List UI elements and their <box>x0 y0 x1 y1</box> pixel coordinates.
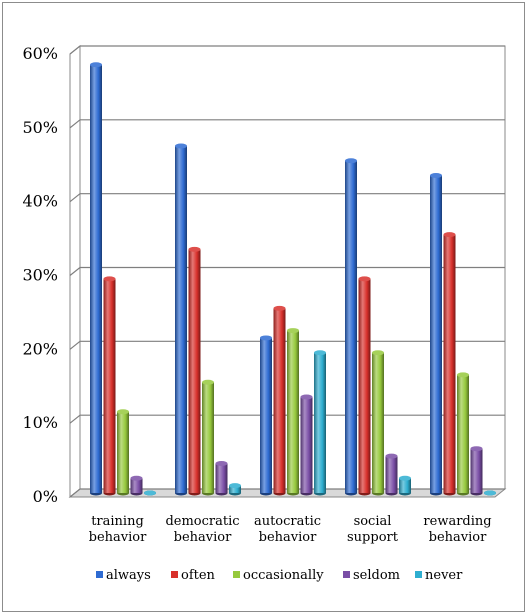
y-tick-label: 50% <box>22 118 58 137</box>
bar-always <box>175 143 187 496</box>
legend-swatch <box>415 571 422 578</box>
x-tick-label: social support <box>347 514 399 545</box>
bars <box>90 62 496 496</box>
bar-seldom <box>385 453 398 496</box>
bar-never <box>144 490 156 496</box>
bar-occasionally <box>287 328 299 496</box>
bar-occasionally <box>117 409 129 496</box>
bar-seldom <box>130 475 143 496</box>
bar-occasionally <box>372 350 384 496</box>
legend-swatch <box>96 571 103 578</box>
legend-label: often <box>181 568 216 583</box>
legend-item-occasionally: occasionally <box>233 568 324 583</box>
legend-item-often: often <box>171 568 216 583</box>
legend-swatch <box>171 571 178 578</box>
legend-item-never: never <box>415 568 463 583</box>
gridline <box>69 266 505 276</box>
x-tick-label: rewarding behavior <box>423 514 491 545</box>
bar-always <box>260 335 272 496</box>
bar-always <box>430 173 442 496</box>
legend-label: never <box>425 568 463 583</box>
bar-seldom <box>300 394 313 496</box>
y-tick-label: 20% <box>22 339 58 358</box>
bar-never <box>314 350 326 496</box>
bar-often <box>273 305 286 496</box>
bar-often <box>358 276 371 496</box>
bar-never <box>229 483 241 496</box>
bar-seldom <box>215 460 228 496</box>
x-tick-label: training behavior <box>89 514 147 545</box>
legend-label: seldom <box>353 568 400 583</box>
y-axis-ticks: 0% 10% 20% 30% 40% 50% 60% <box>22 44 58 506</box>
gridline <box>69 45 505 55</box>
legend-label: occasionally <box>243 568 324 583</box>
y-tick-label: 30% <box>22 266 58 285</box>
bar-always <box>345 158 357 496</box>
bar-never <box>484 490 496 496</box>
bar-never <box>399 475 411 496</box>
x-tick-label: democratic behavior <box>165 514 239 545</box>
legend-item-always: always <box>96 568 151 583</box>
x-tick-label: autocratic behavior <box>254 514 321 545</box>
y-tick-label: 60% <box>22 44 58 63</box>
legend: always often occasionally seldom never <box>96 568 463 583</box>
x-axis-labels: training behavior democratic behavior autocr… <box>89 514 492 545</box>
gridline <box>69 119 505 129</box>
bar-occasionally <box>457 372 469 496</box>
bar-often <box>443 232 456 496</box>
y-tick-label: 10% <box>22 413 58 432</box>
y-tick-label: 0% <box>33 487 58 506</box>
legend-item-seldom: seldom <box>343 568 400 583</box>
bar-seldom <box>470 446 483 496</box>
legend-swatch <box>233 571 240 578</box>
bar-often <box>103 276 116 496</box>
legend-label: always <box>106 568 151 583</box>
gridline <box>69 193 505 203</box>
y-tick-label: 40% <box>22 192 58 211</box>
bar-often <box>188 246 201 496</box>
bar-always <box>90 62 102 496</box>
legend-swatch <box>343 571 350 578</box>
bar-occasionally <box>202 379 214 496</box>
